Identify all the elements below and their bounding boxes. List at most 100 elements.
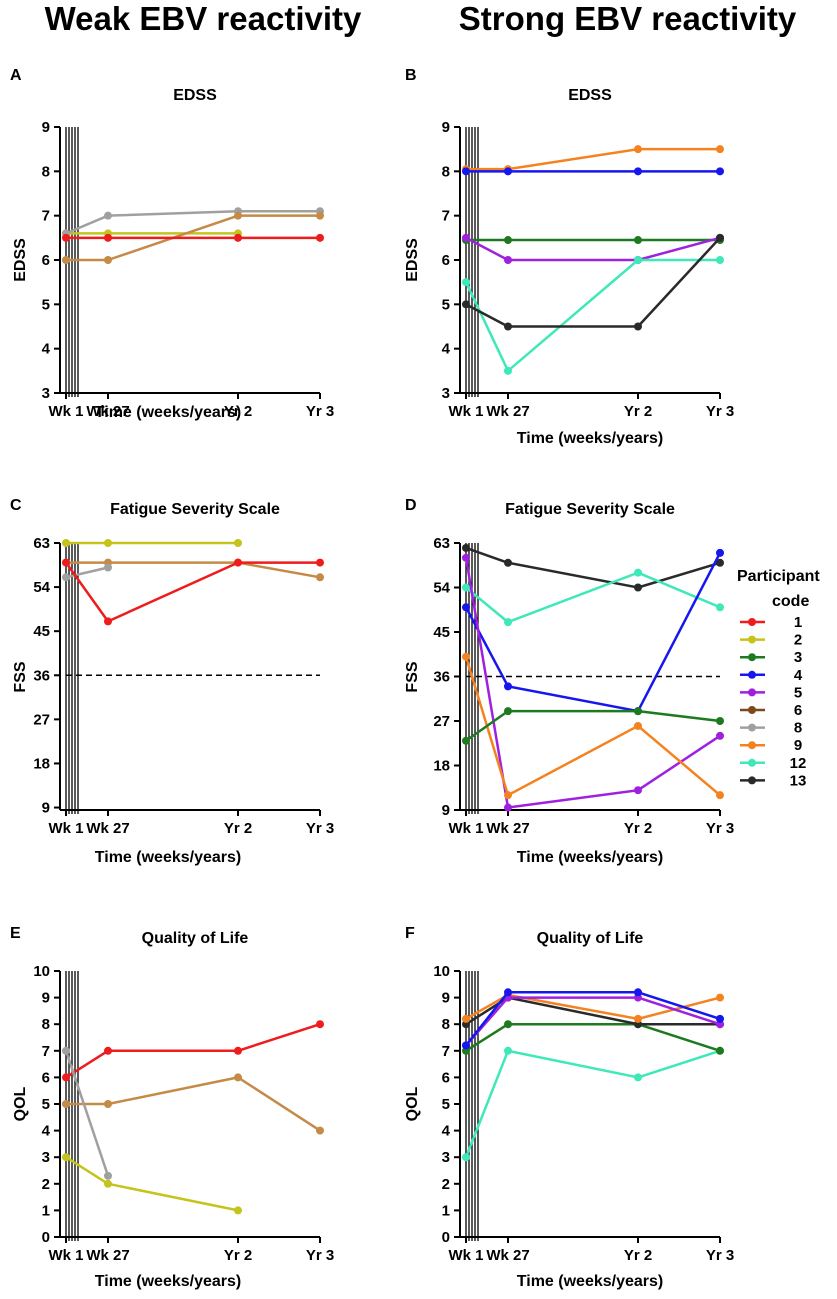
panel-f-series-13-line bbox=[465, 996, 720, 1026]
panel-e-y-tick-label: 6 bbox=[42, 1069, 50, 1086]
panel-c-y-tick-label: 45 bbox=[33, 623, 50, 640]
panel-c-series-8-line bbox=[65, 566, 109, 579]
panel-e-x-axis-label: Time (weeks/years) bbox=[95, 1273, 241, 1290]
panel-d-series-5-point bbox=[504, 803, 512, 812]
panel-e-series-6-point bbox=[234, 1073, 242, 1082]
panel-f-y-tick-label: 9 bbox=[442, 990, 450, 1007]
panel-a-series-1-point bbox=[316, 233, 324, 242]
panel-f-series-12-point bbox=[634, 1073, 642, 1082]
panel-e-series-1-point bbox=[62, 1073, 70, 1082]
panel-d-y-axis-label: FSS bbox=[404, 661, 421, 692]
panel-f-series-12-point bbox=[504, 1046, 512, 1055]
panel-d-y-tick-label: 18 bbox=[433, 758, 450, 775]
panel-b-series-9-point bbox=[716, 145, 724, 154]
panel-c-series-1-point bbox=[62, 558, 70, 567]
legend-item-1-label: 1 bbox=[794, 614, 802, 631]
legend-item-12-marker bbox=[748, 758, 756, 767]
panel-e-y-tick-label: 10 bbox=[33, 963, 50, 980]
legend-item-5-marker bbox=[748, 688, 756, 697]
legend-item-13-marker bbox=[748, 776, 756, 785]
legend-item-2-marker bbox=[748, 635, 756, 644]
panel-e-letter: E bbox=[10, 925, 21, 942]
panel-f-series-4-point bbox=[504, 988, 512, 997]
legend-item-12-label: 12 bbox=[790, 755, 807, 772]
panel-c-series-6-line bbox=[66, 561, 321, 579]
panel-d-series-3-point bbox=[462, 736, 470, 745]
panel-b-x-tick-label: Yr 3 bbox=[706, 403, 734, 420]
panel-a-y-tick-label: 4 bbox=[42, 341, 51, 358]
panel-b-series-13-line bbox=[465, 236, 721, 328]
panel-c-y-tick-label: 9 bbox=[42, 800, 50, 817]
panel-b-series-12-point bbox=[716, 256, 724, 264]
panel-f-y-tick-label: 7 bbox=[442, 1043, 450, 1060]
panel-d-series-12-point bbox=[504, 618, 512, 627]
panel-b-y-tick-label: 9 bbox=[442, 119, 450, 136]
panel-d-series-12-point bbox=[634, 568, 642, 577]
legend-item-2-label: 2 bbox=[794, 632, 802, 649]
legend-title-line1: Participant bbox=[737, 568, 820, 585]
panel-d-series-9-point bbox=[634, 721, 642, 730]
panel-a-series-6-point bbox=[316, 211, 324, 220]
panel-f-series-9-point bbox=[462, 1014, 470, 1023]
panel-c-series-8-point bbox=[62, 573, 70, 582]
panel-d-series-13-point bbox=[462, 543, 470, 552]
panel-c-y-axis-label: FSS bbox=[12, 661, 29, 692]
panel-b-series-4-point bbox=[716, 167, 724, 176]
panel-f-y-tick-label: 1 bbox=[442, 1202, 450, 1219]
legend-item-3-marker bbox=[748, 653, 756, 662]
panel-b-series-4-point bbox=[634, 167, 642, 176]
panel-d-series-4-line bbox=[464, 552, 722, 713]
panel-d-series-5-point bbox=[462, 553, 470, 562]
panel-d-series-13-line bbox=[465, 546, 721, 589]
panel-c-y-tick-label: 27 bbox=[33, 711, 50, 728]
panel-e-y-tick-label: 5 bbox=[42, 1096, 50, 1113]
panel-f-x-tick-label: Wk 1 bbox=[448, 1247, 483, 1264]
panel-d-series-5-point bbox=[716, 731, 724, 740]
panel-d-y-tick-label: 45 bbox=[433, 624, 450, 641]
panel-d-series-4-point bbox=[504, 682, 512, 691]
panel-b-y-tick-label: 4 bbox=[442, 341, 451, 358]
panel-d-series-13-point bbox=[634, 583, 642, 592]
panel-e-y-axis-label: QOL bbox=[12, 1086, 29, 1121]
panel-b-series-12-point bbox=[504, 366, 512, 375]
panel-c-title: Fatigue Severity Scale bbox=[110, 501, 280, 518]
legend-item-4-label: 4 bbox=[794, 667, 803, 684]
panel-c-series-1-point bbox=[234, 558, 242, 567]
panel-a-series-8-point bbox=[104, 211, 112, 220]
panel-e-series-6-point bbox=[316, 1126, 324, 1135]
panel-d-series-9-point bbox=[504, 791, 512, 800]
legend-item-5-label: 5 bbox=[794, 684, 802, 701]
panel-e-series-8-line bbox=[64, 1050, 110, 1177]
panel-d-series-3-point bbox=[634, 707, 642, 716]
panel-f-x-tick-label: Wk 27 bbox=[486, 1247, 529, 1264]
legend-item-8-marker bbox=[748, 723, 756, 732]
panel-d-series-12-line bbox=[465, 571, 721, 624]
panel-b-y-tick-label: 3 bbox=[442, 385, 450, 402]
strong-ebv-heading: Strong EBV reactivity bbox=[458, 0, 797, 37]
legend-item-9-marker bbox=[748, 741, 756, 750]
panel-e-series-1-point bbox=[104, 1046, 112, 1055]
panel-a-x-tick-label: Yr 3 bbox=[306, 403, 334, 420]
panel-d-series-5-line bbox=[464, 557, 721, 809]
panel-a-x-axis-label: Time (weeks/years) bbox=[95, 404, 241, 421]
panel-a-y-tick-label: 9 bbox=[42, 119, 50, 136]
panel-e-x-tick-label: Yr 3 bbox=[306, 1247, 334, 1264]
panel-e-y-tick-label: 1 bbox=[42, 1202, 50, 1219]
panel-a-series-1-point bbox=[234, 233, 242, 242]
panel-a-y-tick-label: 7 bbox=[42, 208, 50, 225]
panel-d-series-12-point bbox=[462, 583, 470, 592]
panel-c-y-tick-label: 54 bbox=[33, 579, 50, 596]
panel-b-x-tick-label: Wk 1 bbox=[448, 403, 483, 420]
weak-ebv-heading: Weak EBV reactivity bbox=[44, 0, 362, 37]
panel-a-y-tick-label: 3 bbox=[42, 385, 50, 402]
panel-c-series-2-point bbox=[234, 539, 242, 547]
panel-b-series-5-point bbox=[462, 233, 470, 242]
panel-c-y-tick-label: 36 bbox=[33, 667, 50, 684]
panel-e-series-6-point bbox=[62, 1100, 70, 1108]
legend-item-6-label: 6 bbox=[794, 702, 802, 719]
panel-b-series-13-point bbox=[716, 233, 724, 242]
panel-d-series-12-point bbox=[716, 603, 724, 612]
panel-b-y-tick-label: 6 bbox=[442, 252, 450, 269]
panel-b-x-axis-label: Time (weeks/years) bbox=[517, 430, 663, 447]
panel-d-series-3-line bbox=[465, 709, 721, 742]
